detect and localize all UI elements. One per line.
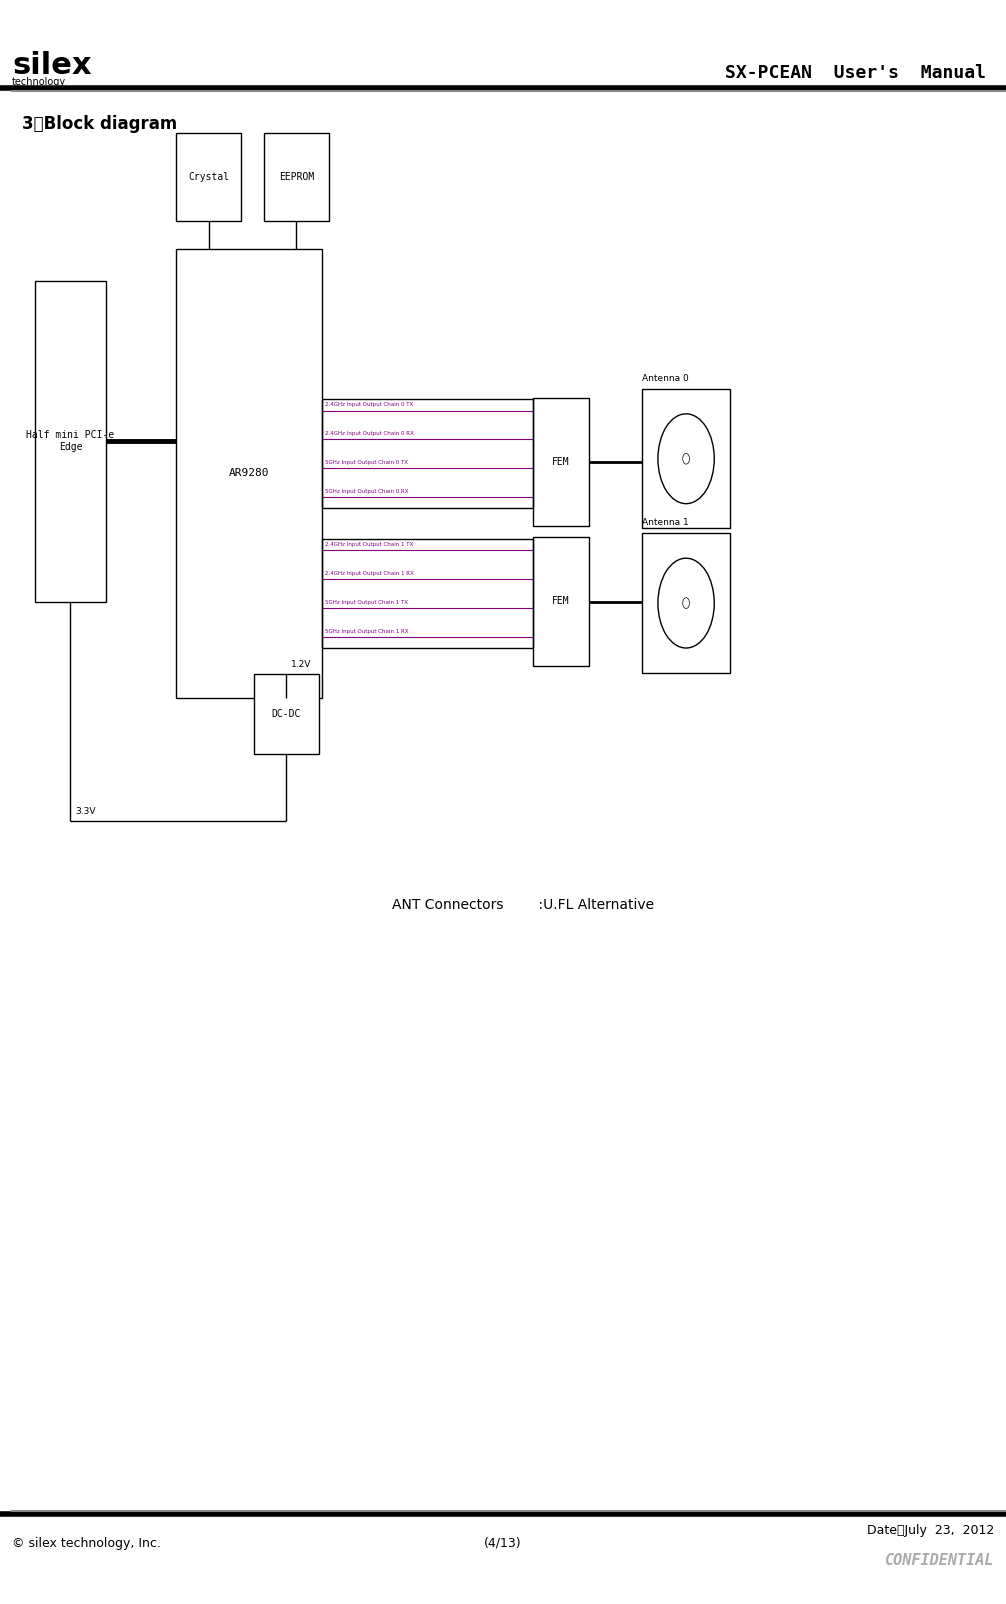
- Text: © silex technology, Inc.: © silex technology, Inc.: [12, 1537, 161, 1549]
- Text: technology: technology: [12, 77, 66, 87]
- Text: EEPROM: EEPROM: [279, 172, 314, 183]
- Text: Date：July  23,  2012: Date：July 23, 2012: [867, 1524, 994, 1537]
- FancyBboxPatch shape: [176, 133, 241, 221]
- FancyBboxPatch shape: [533, 537, 589, 666]
- Text: 5GHz Input Output Chain 1 TX: 5GHz Input Output Chain 1 TX: [325, 600, 408, 605]
- Text: 2.4GHz Input Output Chain 1 TX: 2.4GHz Input Output Chain 1 TX: [325, 542, 413, 547]
- Text: Crystal: Crystal: [188, 172, 229, 183]
- Text: FEM: FEM: [552, 597, 569, 606]
- FancyBboxPatch shape: [35, 281, 106, 602]
- Text: ANT Connectors        :U.FL Alternative: ANT Connectors :U.FL Alternative: [392, 898, 654, 913]
- Text: 5GHz Input Output Chain 0 TX: 5GHz Input Output Chain 0 TX: [325, 460, 408, 465]
- Text: AR9280: AR9280: [228, 468, 270, 478]
- Circle shape: [658, 414, 714, 504]
- Text: FEM: FEM: [552, 457, 569, 467]
- Text: Half mini PCI-e
Edge: Half mini PCI-e Edge: [26, 430, 115, 452]
- Text: 5GHz Input Output Chain 0 RX: 5GHz Input Output Chain 0 RX: [325, 489, 408, 494]
- Text: 2.4GHz Input Output Chain 0 TX: 2.4GHz Input Output Chain 0 TX: [325, 403, 413, 407]
- Text: 2.4GHz Input Output Chain 0 RX: 2.4GHz Input Output Chain 0 RX: [325, 431, 413, 436]
- FancyBboxPatch shape: [264, 133, 329, 221]
- Text: 5GHz Input Output Chain 1 RX: 5GHz Input Output Chain 1 RX: [325, 629, 408, 634]
- FancyBboxPatch shape: [643, 534, 729, 672]
- FancyBboxPatch shape: [643, 390, 729, 528]
- Text: silex: silex: [12, 51, 92, 80]
- FancyBboxPatch shape: [254, 674, 319, 754]
- FancyBboxPatch shape: [533, 398, 589, 526]
- FancyBboxPatch shape: [176, 249, 322, 698]
- Text: 2.4GHz Input Output Chain 1 RX: 2.4GHz Input Output Chain 1 RX: [325, 571, 413, 576]
- Text: 3.3V: 3.3V: [75, 807, 96, 816]
- Text: DC-DC: DC-DC: [272, 709, 301, 719]
- Text: CONFIDENTIAL: CONFIDENTIAL: [884, 1553, 994, 1567]
- Circle shape: [683, 454, 689, 464]
- Text: SX-PCEAN  User's  Manual: SX-PCEAN User's Manual: [725, 64, 986, 82]
- Circle shape: [683, 598, 689, 608]
- Text: 3．Block diagram: 3．Block diagram: [22, 115, 177, 133]
- Text: (4/13): (4/13): [484, 1537, 522, 1549]
- Text: 1.2V: 1.2V: [291, 659, 312, 669]
- Circle shape: [658, 558, 714, 648]
- Text: Antenna 0: Antenna 0: [643, 374, 689, 383]
- Text: Antenna 1: Antenna 1: [643, 518, 689, 528]
